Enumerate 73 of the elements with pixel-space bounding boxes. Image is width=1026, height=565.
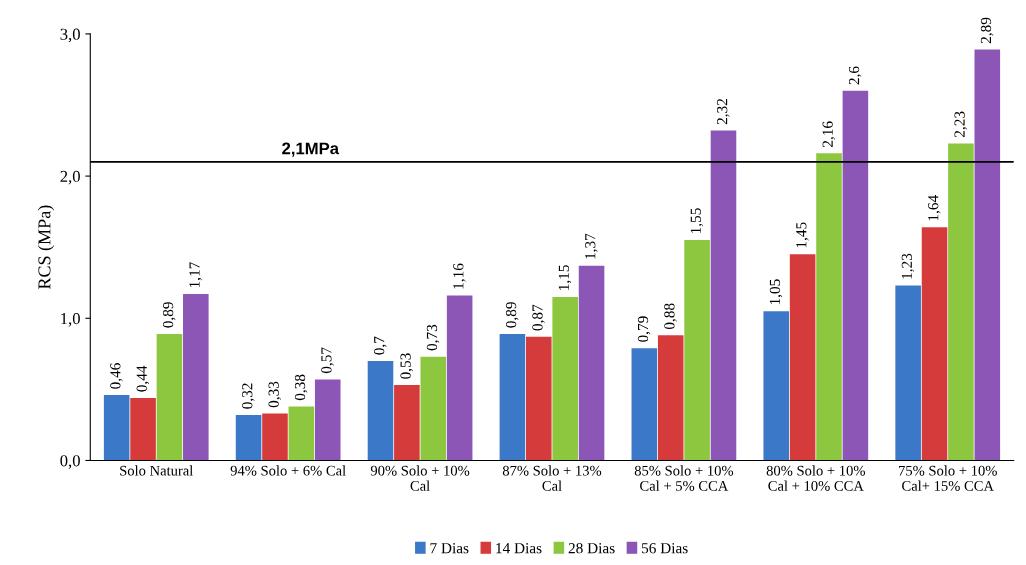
data-label: 0,57 bbox=[321, 347, 334, 374]
bar bbox=[367, 360, 394, 461]
x-tick-label: 90% Solo + 10% Cal bbox=[370, 465, 470, 491]
x-tick-label: 75% Solo + 10% Cal+ 15% CCA bbox=[899, 465, 997, 491]
data-label: 1,45 bbox=[796, 222, 809, 248]
y-axis-title: RCS (MPa) bbox=[37, 205, 55, 290]
bar bbox=[789, 254, 816, 461]
bar bbox=[657, 335, 684, 461]
bar bbox=[526, 336, 552, 461]
legend-label: 14 Dias bbox=[496, 543, 542, 554]
data-label: 2,89 bbox=[980, 17, 994, 44]
bar bbox=[314, 379, 341, 461]
bar bbox=[895, 285, 921, 461]
data-label: 0,46 bbox=[110, 363, 123, 389]
data-label: 0,44 bbox=[136, 365, 150, 392]
bar bbox=[974, 49, 1001, 461]
x-tick-label: 80% Solo + 10% Cal + 10% CCA bbox=[766, 465, 866, 491]
data-label: 0,53 bbox=[400, 353, 413, 379]
bar bbox=[578, 265, 605, 461]
bar bbox=[921, 227, 948, 461]
data-label: 2,16 bbox=[822, 121, 836, 147]
data-label: 0,89 bbox=[505, 302, 519, 328]
y-tick-label: 1,0 bbox=[61, 312, 80, 327]
data-label: 0,38 bbox=[294, 374, 308, 401]
legend-label: 28 Dias bbox=[568, 543, 615, 554]
bar bbox=[130, 397, 156, 461]
bar bbox=[631, 348, 658, 461]
bar bbox=[156, 333, 183, 461]
data-label: 0,79 bbox=[637, 316, 651, 342]
data-label: 1,16 bbox=[453, 263, 466, 289]
data-label: 0,88 bbox=[664, 303, 677, 330]
bar bbox=[842, 90, 869, 461]
data-label: 1,15 bbox=[558, 265, 572, 290]
data-label: 1,17 bbox=[189, 262, 202, 288]
bar bbox=[948, 143, 974, 461]
data-label: 2,6 bbox=[848, 66, 862, 85]
bar bbox=[684, 240, 710, 461]
data-label: 0,89 bbox=[162, 302, 176, 328]
bar bbox=[288, 406, 315, 461]
data-label: 1,23 bbox=[901, 253, 915, 279]
data-label: 1,55 bbox=[690, 208, 704, 234]
x-tick-label: 94% Solo + 6% Cal bbox=[230, 465, 346, 476]
bar bbox=[446, 295, 473, 461]
bar bbox=[552, 296, 578, 461]
bar bbox=[763, 311, 790, 461]
bar bbox=[710, 130, 737, 461]
data-label: 0,73 bbox=[426, 324, 440, 351]
data-label: 0,87 bbox=[532, 304, 545, 331]
data-label: 1,37 bbox=[585, 233, 598, 259]
x-tick-label: 85% Solo + 10% Cal + 5% CCA bbox=[634, 465, 734, 491]
bar bbox=[262, 413, 288, 461]
data-label: 1,05 bbox=[769, 279, 783, 305]
data-label: 2,32 bbox=[717, 99, 730, 125]
y-tick-label: 0,0 bbox=[60, 455, 80, 469]
legend-label: 56 Dias bbox=[641, 543, 688, 554]
x-tick-label: Solo Natural bbox=[120, 465, 194, 476]
data-label: 0,32 bbox=[242, 383, 255, 409]
bar bbox=[394, 385, 420, 461]
legend-label: 7 Dias bbox=[430, 543, 469, 554]
bar bbox=[420, 356, 447, 461]
ref-line-label: 2,1MPa bbox=[282, 142, 340, 157]
data-label: 2,23 bbox=[954, 111, 967, 138]
data-label: 0,7 bbox=[374, 336, 387, 355]
bar bbox=[816, 153, 842, 461]
y-tick-label: 2,0 bbox=[60, 170, 80, 185]
bar bbox=[183, 294, 209, 461]
x-tick-label: 87% Solo + 13% Cal bbox=[502, 465, 602, 491]
y-tick-label: 3,0 bbox=[60, 28, 80, 43]
bar bbox=[235, 414, 262, 461]
data-label: 0,33 bbox=[268, 381, 281, 408]
bar bbox=[103, 395, 130, 461]
data-label: 1,64 bbox=[928, 195, 941, 221]
bar bbox=[499, 333, 526, 461]
